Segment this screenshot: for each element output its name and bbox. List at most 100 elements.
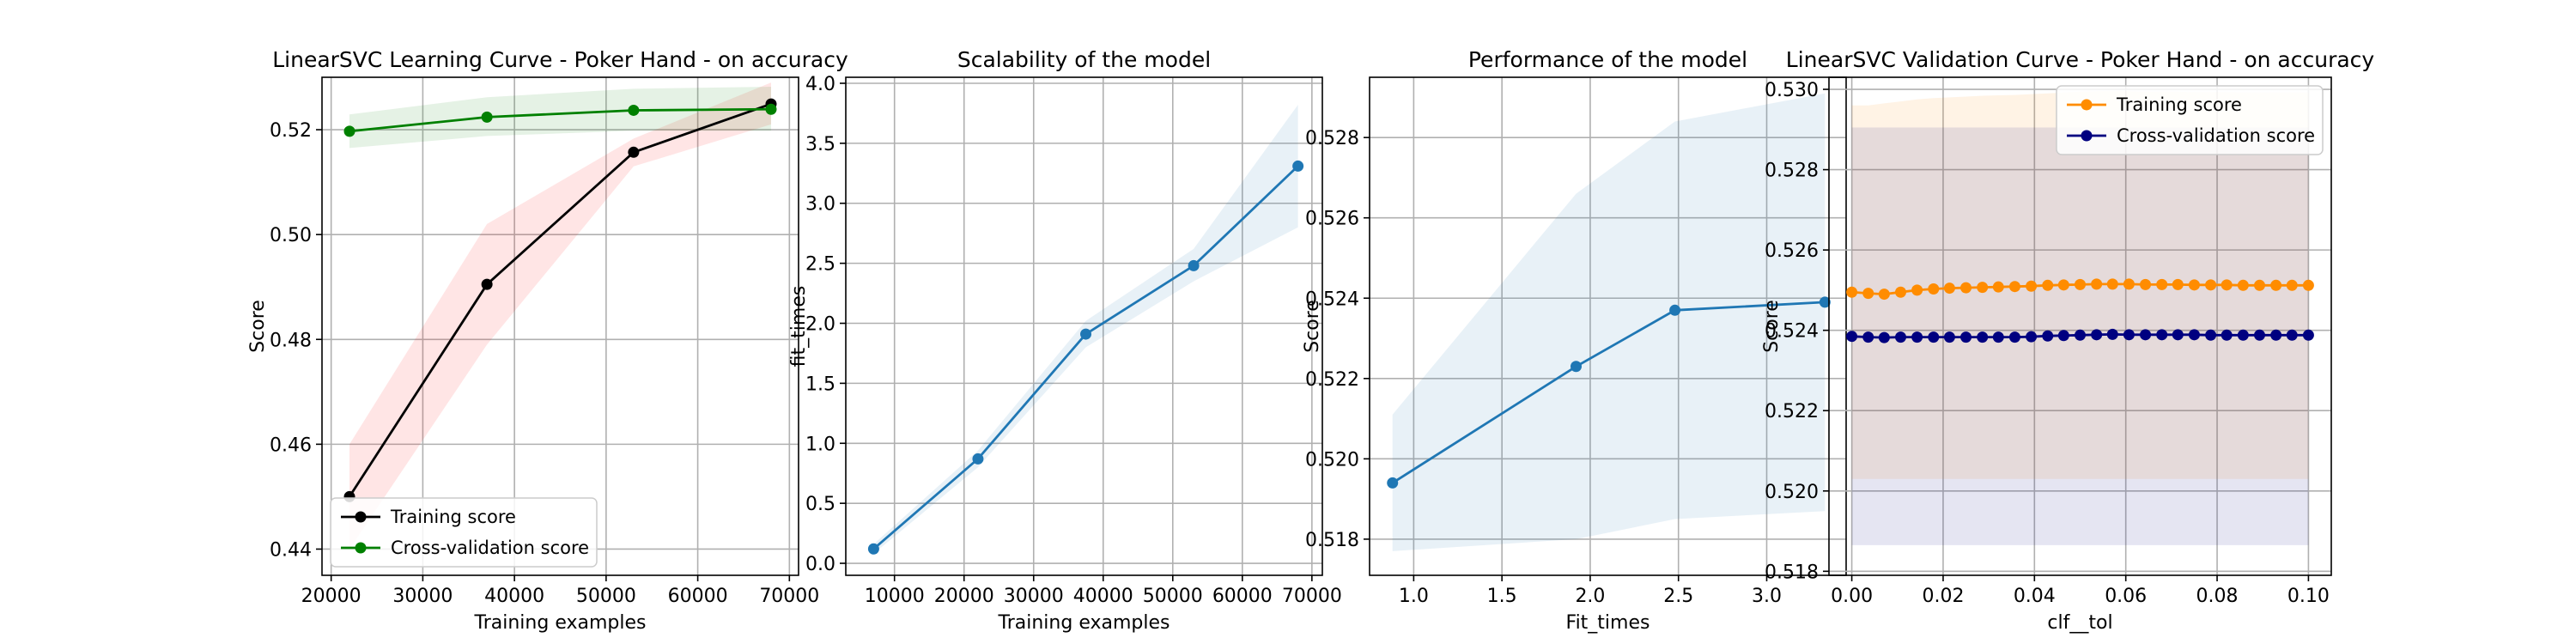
legend-marker bbox=[355, 542, 367, 554]
data-point bbox=[2008, 331, 2020, 343]
data-point bbox=[2042, 330, 2054, 342]
y-tick-label: 0.0 bbox=[805, 554, 835, 575]
data-point bbox=[1928, 283, 1940, 295]
data-point bbox=[2221, 329, 2233, 341]
chart-panel-3: 1.0 1.5 2.0 2.5 3.0 0.518 0.520 0.522 0.524 0.526… bbox=[1302, 47, 1847, 634]
data-point bbox=[2270, 329, 2282, 341]
data-point bbox=[1928, 331, 1940, 343]
x-axis-label: clf__tol bbox=[2047, 612, 2112, 634]
data-point bbox=[1977, 331, 1989, 343]
data-point bbox=[2188, 329, 2200, 341]
data-point bbox=[1992, 281, 2004, 293]
data-point bbox=[2075, 329, 2086, 341]
x-tick-label: 2.5 bbox=[1663, 586, 1693, 607]
legend-label: Training score bbox=[390, 507, 516, 527]
legend: Training score Cross-validation score bbox=[330, 497, 598, 568]
data-point bbox=[2237, 279, 2249, 291]
x-tick-label: 0.10 bbox=[2287, 586, 2330, 607]
y-tick-label: 0.48 bbox=[270, 330, 312, 351]
y-tick-label: 0.52 bbox=[270, 120, 312, 142]
y-tick-label: 0.522 bbox=[1765, 401, 1819, 422]
chart-title: LinearSVC Learning Curve - Poker Hand - … bbox=[272, 47, 848, 72]
data-point bbox=[2091, 278, 2103, 290]
series-line-2 bbox=[349, 107, 772, 133]
y-tick-label: 0.46 bbox=[270, 434, 312, 456]
axes-frame bbox=[845, 76, 1323, 576]
y-tick-label: 2.0 bbox=[805, 314, 835, 336]
x-tick-label: 20000 bbox=[934, 586, 994, 607]
data-point bbox=[2106, 278, 2118, 290]
x-tick-label: 40000 bbox=[1073, 586, 1133, 607]
y-tick-label: 3.5 bbox=[805, 134, 835, 155]
data-point bbox=[972, 453, 984, 465]
y-tick-label: 0.524 bbox=[1305, 289, 1359, 310]
y-tick-label: 1.5 bbox=[805, 374, 835, 395]
x-tick-label: 20000 bbox=[301, 586, 361, 607]
data-point bbox=[2254, 279, 2266, 291]
data-point bbox=[2057, 330, 2069, 342]
data-point bbox=[2057, 279, 2069, 291]
y-tick-label: 0.518 bbox=[1305, 530, 1359, 551]
x-tick-label: 0.08 bbox=[2196, 586, 2239, 607]
data-point bbox=[2091, 329, 2103, 341]
axes-frame bbox=[1828, 76, 2332, 576]
data-point bbox=[2302, 329, 2314, 341]
data-point bbox=[2254, 329, 2266, 341]
x-tick-label: 30000 bbox=[392, 586, 453, 607]
confidence-band-2 bbox=[349, 87, 771, 149]
x-tick-label: 1.5 bbox=[1487, 586, 1517, 607]
confidence-band-1 bbox=[349, 82, 771, 550]
data-point bbox=[1669, 304, 1681, 316]
chart-title: Scalability of the model bbox=[957, 47, 1211, 72]
data-point bbox=[1292, 160, 1304, 172]
data-point bbox=[2221, 279, 2233, 291]
data-point bbox=[2286, 279, 2298, 291]
x-tick-label: 0.06 bbox=[2105, 586, 2147, 607]
data-point bbox=[2172, 329, 2184, 341]
x-tick-label: 30000 bbox=[1004, 586, 1064, 607]
data-point bbox=[2205, 329, 2217, 341]
data-point bbox=[1894, 331, 1906, 343]
y-tick-label: 2.5 bbox=[805, 254, 835, 276]
data-point bbox=[2270, 279, 2282, 291]
y-tick-label: 0.522 bbox=[1305, 369, 1359, 391]
data-point bbox=[1188, 259, 1200, 271]
data-point bbox=[1862, 331, 1874, 343]
data-point bbox=[343, 125, 355, 137]
data-point bbox=[2140, 278, 2152, 290]
data-point bbox=[481, 111, 493, 123]
y-tick-label: 0.526 bbox=[1305, 209, 1359, 230]
x-axis-label: Fit_times bbox=[1566, 612, 1650, 634]
data-point bbox=[1387, 477, 1399, 489]
data-point bbox=[2026, 280, 2038, 292]
data-point bbox=[2205, 279, 2217, 291]
data-point bbox=[2042, 279, 2054, 291]
data-point bbox=[2106, 328, 2118, 340]
data-point bbox=[481, 278, 493, 290]
data-point bbox=[2286, 329, 2298, 341]
chart-panel-4: 0.00 0.02 0.04 0.06 0.08 0.10 0.518 0.520 0.522 0… bbox=[1761, 47, 2374, 634]
data-point bbox=[2123, 329, 2135, 341]
y-axis-label: Score bbox=[1302, 300, 1323, 353]
data-point bbox=[628, 146, 640, 158]
data-point bbox=[1911, 284, 1923, 296]
data-point bbox=[2156, 278, 2168, 290]
data-point bbox=[2188, 279, 2200, 291]
x-tick-label: 40000 bbox=[484, 586, 544, 607]
data-point bbox=[1943, 331, 1955, 343]
data-point bbox=[1878, 289, 1890, 301]
data-point bbox=[2008, 281, 2020, 293]
y-axis-label: fit_times bbox=[788, 286, 810, 368]
data-point bbox=[1960, 331, 1972, 343]
x-tick-label: 3.0 bbox=[1752, 586, 1782, 607]
data-point bbox=[1894, 286, 1906, 298]
legend-box bbox=[2056, 85, 2324, 155]
y-tick-label: 0.530 bbox=[1765, 80, 1819, 101]
x-tick-label: 0.02 bbox=[1922, 586, 1964, 607]
data-point bbox=[1819, 296, 1831, 308]
legend-marker bbox=[2081, 99, 2093, 111]
data-point bbox=[1080, 328, 1092, 340]
data-point bbox=[2237, 329, 2249, 341]
data-point bbox=[2156, 329, 2168, 341]
